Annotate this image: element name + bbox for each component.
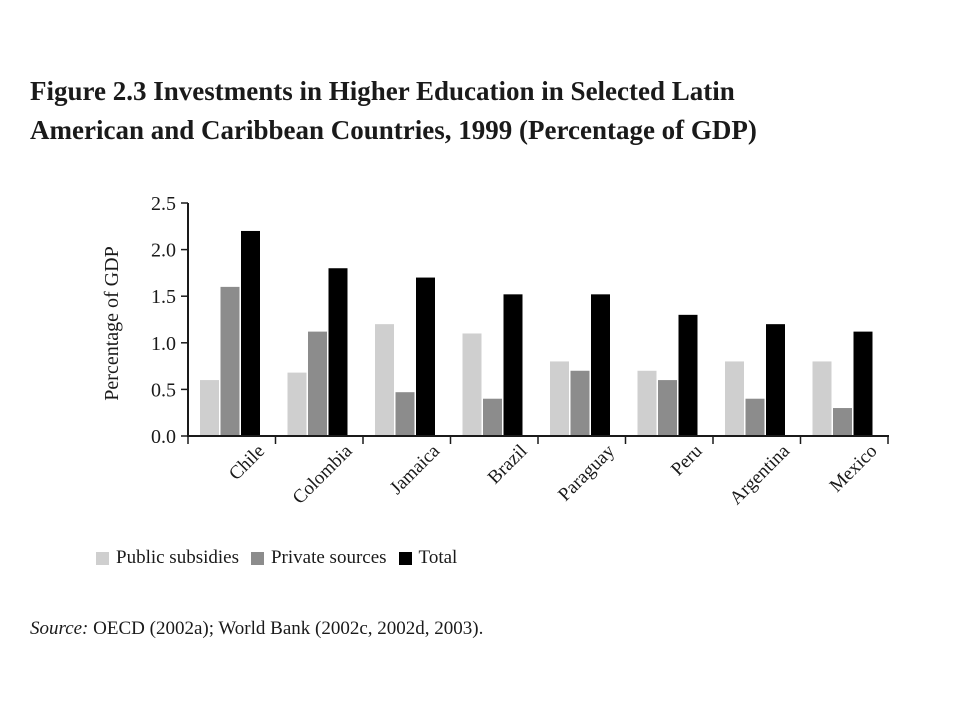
bar-public-subsidies-jamaica [375, 324, 394, 436]
bar-private-sources-jamaica [395, 392, 415, 436]
bar-public-subsidies-mexico [812, 361, 832, 436]
bar-public-subsidies-peru [637, 370, 657, 436]
x-tick-label: Peru [667, 440, 707, 480]
legend-swatch [250, 551, 264, 565]
legend-swatch [96, 551, 109, 565]
bar-private-sources-mexico [833, 408, 852, 436]
source-label: Source: [30, 618, 89, 639]
x-tick-label: Jamaica [386, 440, 445, 499]
legend-item: Public subsidies [96, 547, 239, 569]
bar-public-subsidies-paraguay [550, 361, 569, 436]
x-tick-label: Paraguay [554, 440, 619, 505]
bar-total-chile [241, 230, 260, 436]
figure-source: Source: OECD (2002a); World Bank (2002c,… [30, 618, 483, 640]
legend-item: Total [398, 547, 458, 569]
bar-private-sources-chile [220, 286, 240, 436]
bar-private-sources-argentina [745, 398, 765, 436]
x-tick-label: Mexico [826, 441, 882, 497]
legend-label: Private sources [270, 547, 387, 568]
figure-title-line-1: Figure 2.3 Investments in Higher Educati… [30, 76, 735, 106]
figure-title-line-2: American and Caribbean Countries, 1999 (… [30, 115, 757, 145]
bar-total-colombia [328, 268, 348, 436]
bar-total-peru [678, 314, 698, 436]
x-tick-label: Colombia [289, 440, 357, 508]
bar-private-sources-brazil [483, 398, 502, 436]
legend-label: Public subsidies [116, 547, 239, 568]
bar-private-sources-colombia [308, 331, 327, 436]
legend-label: Total [418, 547, 458, 568]
bar-public-subsidies-chile [200, 380, 219, 436]
y-tick-label: 1.5 [151, 286, 176, 308]
chart-legend: Public subsidies Private sources Total [96, 544, 469, 572]
y-tick-label: 2.0 [151, 240, 176, 262]
legend-swatch [398, 551, 412, 565]
bar-private-sources-peru [658, 380, 677, 436]
bar-total-paraguay [591, 294, 610, 436]
y-tick-label: 1.0 [151, 333, 176, 355]
bar-public-subsidies-colombia [287, 372, 307, 436]
x-tick-label: Brazil [484, 441, 532, 489]
figure-title: Figure 2.3 Investments in Higher Educati… [30, 72, 940, 150]
x-tick-label: Argentina [726, 440, 795, 509]
bar-total-argentina [766, 324, 785, 436]
bar-total-jamaica [416, 277, 435, 436]
bar-private-sources-paraguay [570, 370, 590, 436]
y-axis-label: Percentage of GDP [101, 246, 123, 400]
y-tick-label: 2.5 [151, 193, 176, 215]
bar-public-subsidies-brazil [462, 333, 482, 436]
bar-total-mexico [853, 331, 873, 436]
x-tick-label: Chile [225, 441, 269, 485]
source-text: OECD (2002a); World Bank (2002c, 2002d, … [88, 618, 484, 639]
legend-item: Private sources [250, 547, 387, 569]
y-tick-label: 0.5 [151, 379, 176, 401]
bar-public-subsidies-argentina [725, 361, 744, 436]
y-tick-label: 0.0 [151, 426, 176, 448]
bar-total-brazil [503, 294, 523, 436]
